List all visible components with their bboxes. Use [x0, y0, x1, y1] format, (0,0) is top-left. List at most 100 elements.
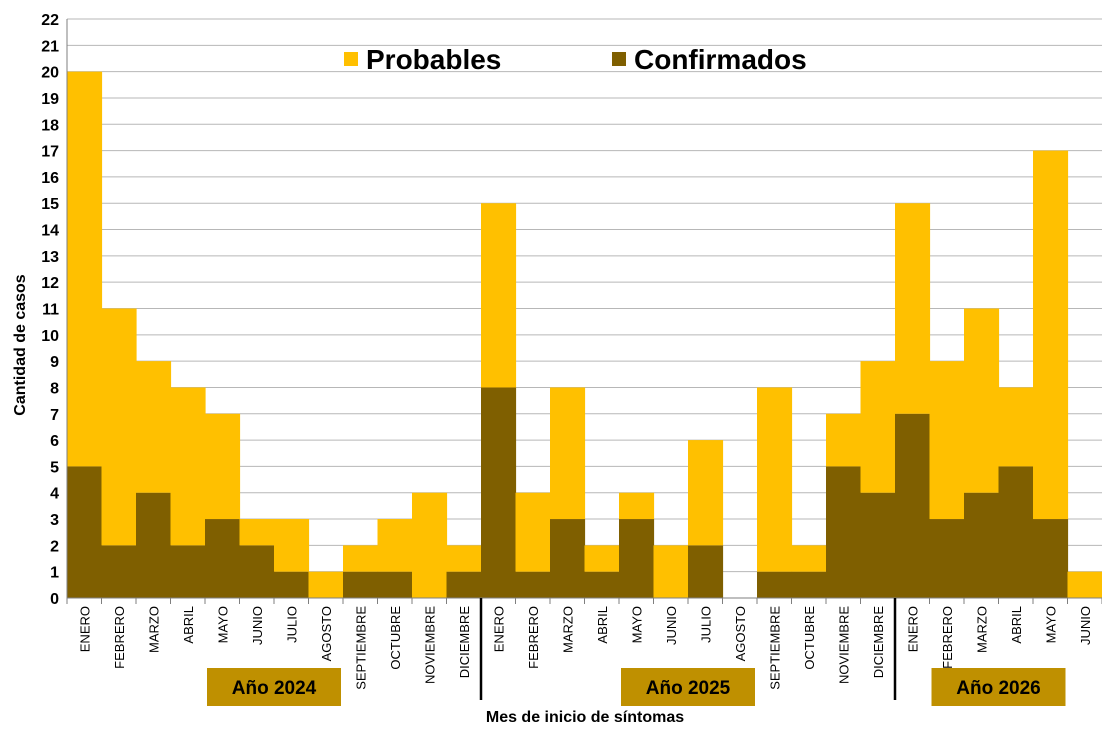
- bar-probables-28: [1033, 151, 1068, 519]
- x-tick-label-26: MARZO: [974, 606, 989, 653]
- bar-probables-11: [447, 545, 482, 571]
- y-tick-label-5: 5: [50, 459, 59, 476]
- y-tick-label-9: 9: [50, 354, 59, 371]
- x-tick-label-10: NOVIEMBRE: [422, 606, 437, 684]
- bar-confirmados-28: [1033, 519, 1068, 598]
- x-tick-label-3: ABRIL: [181, 606, 196, 644]
- bar-probables-20: [757, 387, 792, 571]
- year-label-2: Año 2026: [956, 678, 1040, 699]
- x-tick-label-5: JUNIO: [250, 606, 265, 645]
- y-tick-label-16: 16: [41, 170, 59, 187]
- bar-probables-18: [688, 440, 723, 545]
- x-tick-label-9: OCTUBRE: [388, 606, 403, 670]
- bar-probables-13: [516, 493, 551, 572]
- legend-label-confirmados: Confirmados: [634, 44, 807, 75]
- bar-probables-9: [378, 519, 413, 572]
- x-tick-label-28: MAYO: [1043, 606, 1058, 643]
- x-axis-label: Mes de inicio de síntomas: [486, 709, 684, 726]
- bar-confirmados-0: [67, 466, 102, 598]
- y-tick-label-14: 14: [41, 223, 59, 240]
- x-tick-label-4: MAYO: [215, 606, 230, 643]
- x-tick-label-12: ENERO: [491, 606, 506, 652]
- bar-probables-15: [585, 545, 620, 571]
- x-tick-label-25: FEBRERO: [940, 606, 955, 669]
- bar-probables-14: [550, 387, 585, 519]
- y-tick-label-12: 12: [41, 275, 59, 292]
- x-tick-label-16: MAYO: [629, 606, 644, 643]
- bar-confirmados-8: [343, 572, 378, 598]
- bar-probables-3: [171, 387, 206, 545]
- x-tick-label-8: SEPTIEMBRE: [353, 606, 368, 690]
- x-tick-label-11: DICIEMBRE: [457, 606, 472, 679]
- bar-probables-21: [792, 545, 827, 571]
- bar-probables-26: [964, 309, 999, 493]
- x-tick-label-7: AGOSTO: [319, 606, 334, 661]
- x-tick-label-24: ENERO: [905, 606, 920, 652]
- bar-confirmados-20: [757, 572, 792, 598]
- bar-confirmados-24: [895, 414, 930, 598]
- bar-probables-22: [826, 414, 861, 467]
- y-tick-label-11: 11: [42, 302, 59, 319]
- y-tick-label-17: 17: [41, 144, 59, 161]
- bar-confirmados-1: [102, 545, 137, 598]
- x-tick-label-23: DICIEMBRE: [871, 606, 886, 679]
- bar-confirmados-11: [447, 572, 482, 598]
- x-tick-label-27: ABRIL: [1009, 606, 1024, 644]
- legend-label-probables: Probables: [366, 44, 501, 75]
- y-tick-label-10: 10: [41, 328, 59, 345]
- legend: Probables Confirmados: [344, 44, 807, 75]
- year-label-1: Año 2025: [646, 678, 731, 699]
- bar-probables-4: [205, 414, 240, 519]
- bar-probables-12: [481, 203, 516, 387]
- y-tick-label-20: 20: [41, 65, 59, 82]
- bar-confirmados-4: [205, 519, 240, 598]
- bar-confirmados-23: [861, 493, 896, 598]
- x-tick-label-29: JUNIO: [1078, 606, 1093, 645]
- y-tick-label-18: 18: [41, 117, 59, 134]
- bar-probables-8: [343, 545, 378, 571]
- bar-confirmados-22: [826, 466, 861, 598]
- bar-confirmados-9: [378, 572, 413, 598]
- bar-probables-27: [999, 387, 1034, 466]
- x-tick-label-1: FEBRERO: [112, 606, 127, 669]
- bar-confirmados-2: [136, 493, 171, 598]
- y-tick-label-3: 3: [50, 512, 59, 529]
- bar-confirmados-27: [999, 466, 1034, 598]
- bar-confirmados-16: [619, 519, 654, 598]
- bar-probables-0: [67, 72, 102, 467]
- bar-probables-5: [240, 519, 275, 545]
- y-tick-label-0: 0: [50, 591, 59, 608]
- y-tick-label-22: 22: [41, 12, 59, 29]
- y-tick-label-2: 2: [50, 538, 59, 555]
- y-tick-label-8: 8: [50, 380, 59, 397]
- bar-probables-7: [309, 572, 344, 598]
- bar-probables-1: [102, 309, 137, 546]
- x-tick-label-15: ABRIL: [595, 606, 610, 644]
- bar-confirmados-21: [792, 572, 827, 598]
- y-tick-label-1: 1: [50, 565, 59, 582]
- year-label-0: Año 2024: [232, 678, 317, 699]
- y-tick-label-6: 6: [50, 433, 59, 450]
- bar-confirmados-12: [481, 387, 516, 598]
- x-tick-label-19: AGOSTO: [733, 606, 748, 661]
- bar-probables-23: [861, 361, 896, 493]
- x-tick-label-20: SEPTIEMBRE: [767, 606, 782, 690]
- bar-confirmados-5: [240, 545, 275, 598]
- bar-probables-24: [895, 203, 930, 414]
- bar-confirmados-25: [930, 519, 965, 598]
- x-tick-label-17: JUNIO: [664, 606, 679, 645]
- bar-confirmados-26: [964, 493, 999, 598]
- bar-confirmados-13: [516, 572, 551, 598]
- x-tick-label-6: JULIO: [284, 606, 299, 643]
- x-tick-label-22: NOVIEMBRE: [836, 606, 851, 684]
- x-tick-label-13: FEBRERO: [526, 606, 541, 669]
- bar-confirmados-3: [171, 545, 206, 598]
- x-tick-label-0: ENERO: [77, 606, 92, 652]
- y-tick-label-19: 19: [41, 91, 59, 108]
- x-tick-label-21: OCTUBRE: [802, 606, 817, 670]
- bar-probables-17: [654, 545, 689, 598]
- bar-probables-10: [412, 493, 447, 598]
- y-tick-label-15: 15: [41, 196, 59, 213]
